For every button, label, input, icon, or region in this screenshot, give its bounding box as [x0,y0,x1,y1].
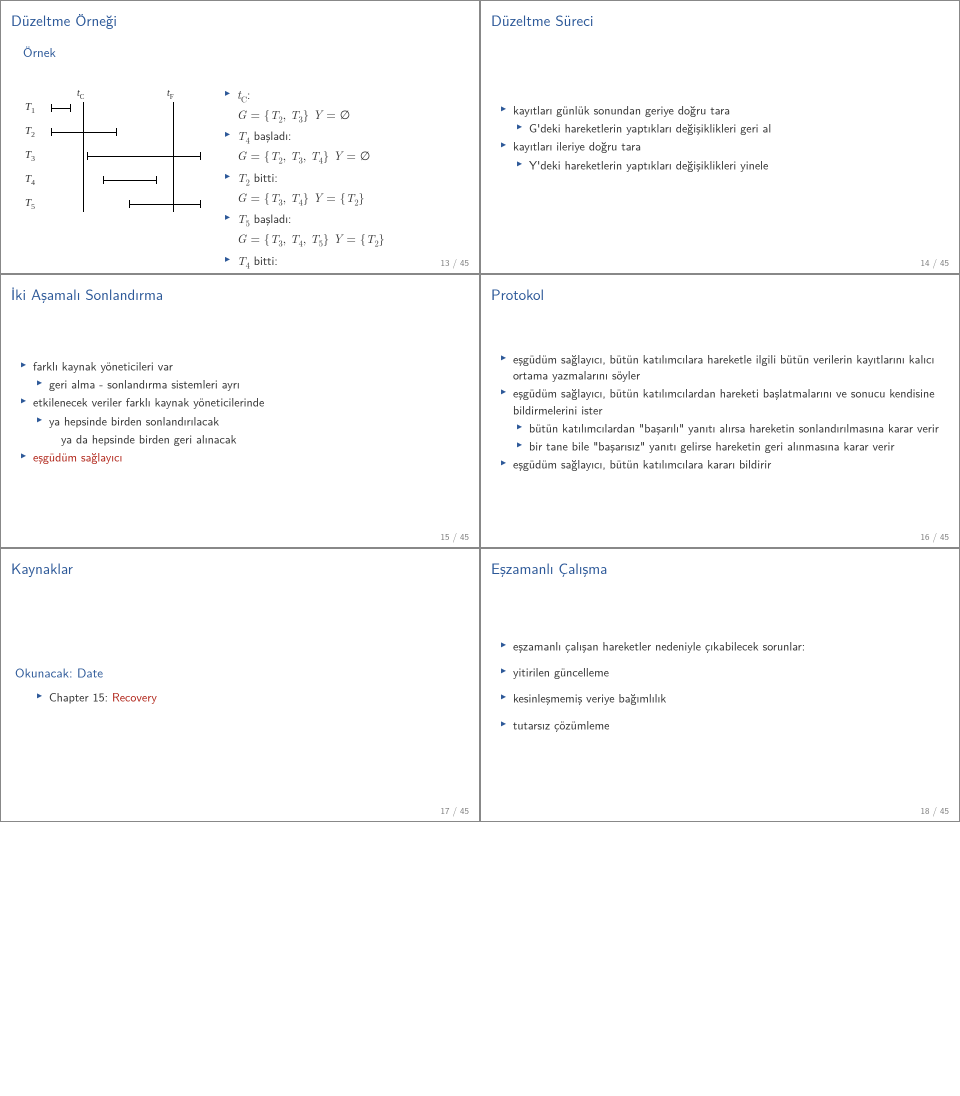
list-item: G'deki hareketlerin yaptıkları değişikli… [517,120,945,136]
slide-title: Kaynaklar [11,557,469,579]
list-item: geri alma - sonlandırma sistemleri ayrı [37,376,465,392]
list-item: eşgüdüm sağlayıcı, bütün katılımcılara h… [501,350,945,382]
bullet-list: Chapter 15: Recovery [31,688,465,704]
page-number: 14 / 45 [921,256,950,269]
list-item: tC:G = {T2, T3} Y = ∅ [225,86,469,125]
list-item: bir tane bile "başarısız" yanıtı gelirse… [517,437,945,453]
bullet-list: kayıtları günlük sonundan geriye doğru t… [495,102,945,173]
list-item: T4 başladı:G = {T2, T3, T4} Y = ∅ [225,127,469,166]
bullet-list: eşgüdüm sağlayıcı, bütün katılımcılara h… [495,350,945,471]
slide-13: Düzeltme Örneği Örnek tCtFT1T2T3T4T5 tC:… [0,0,480,274]
page-number: 16 / 45 [921,530,950,543]
list-item: T5 başladı:G = {T3, T4, T5} Y = {T2} [225,210,469,249]
list-item: yitirilen güncelleme [501,664,945,680]
list-item: T2 bitti:G = {T3, T4} Y = {T2} [225,169,469,208]
list-item: kesinleşmemiş veriye bağımlılık [501,690,945,706]
slide-title: İki Aşamalı Sonlandırma [11,283,469,305]
slide-title: Protokol [491,283,949,305]
page-number: 15 / 45 [441,530,470,543]
slide-15: İki Aşamalı Sonlandırma farklı kaynak yö… [0,274,480,548]
reading-heading: Okunacak: Date [15,663,465,682]
list-continuation: ya da hepsinde birden geri alınacak [49,430,465,446]
row-label: T2 [25,125,35,139]
list-item: tutarsız çözümleme [501,716,945,732]
list-item: eşgüdüm sağlayıcı [21,448,465,464]
row-label: T4 [25,173,35,187]
list-item: kayıtları günlük sonundan geriye doğru t… [501,102,945,118]
row-label: T1 [25,101,35,115]
example-heading: Örnek [23,43,469,62]
timeline-diagram: tCtFT1T2T3T4T5 [21,84,211,244]
list-item: kayıtları ileriye doğru tara [501,138,945,154]
page-number: 18 / 45 [921,804,950,817]
state-list: tC:G = {T2, T3} Y = ∅T4 başladı:G = {T2,… [219,84,469,293]
slide-18: Eşzamanlı Çalışma eşzamanlı çalışan hare… [480,548,960,822]
list-item: eşgüdüm sağlayıcı, bütün katılımcılardan… [501,385,945,417]
list-item: Y'deki hareketlerin yaptıkları değişikli… [517,156,945,172]
list-item: eşzamanlı çalışan hareketler nedeniyle ç… [501,638,945,654]
slide-title: Eşzamanlı Çalışma [491,557,949,579]
slide-title: Düzeltme Örneği [11,9,469,31]
list-item: bütün katılımcılardan "başarılı" yanıtı … [517,419,945,435]
list-item: ya hepsinde birden sonlandırılacak [37,412,465,428]
page-number: 13 / 45 [441,256,470,269]
slide-14: Düzeltme Süreci kayıtları günlük sonunda… [480,0,960,274]
slide-17: Kaynaklar Okunacak: Date Chapter 15: Rec… [0,548,480,822]
list-item: farklı kaynak yöneticileri var [21,357,465,373]
list-item: eşgüdüm sağlayıcı, bütün katılımcılara k… [501,455,945,471]
row-label: T5 [25,197,35,211]
bullet-list: eşzamanlı çalışan hareketler nedeniyle ç… [495,638,945,733]
bullet-list: farklı kaynak yöneticileri var geri alma … [15,357,465,464]
list-item: etkilenecek veriler farklı kaynak yöneti… [21,394,465,410]
slide-16: Protokol eşgüdüm sağlayıcı, bütün katılı… [480,274,960,548]
slide-title: Düzeltme Süreci [491,9,949,31]
row-label: T3 [25,149,35,163]
list-item: Chapter 15: Recovery [37,688,465,704]
page-number: 17 / 45 [441,804,470,817]
